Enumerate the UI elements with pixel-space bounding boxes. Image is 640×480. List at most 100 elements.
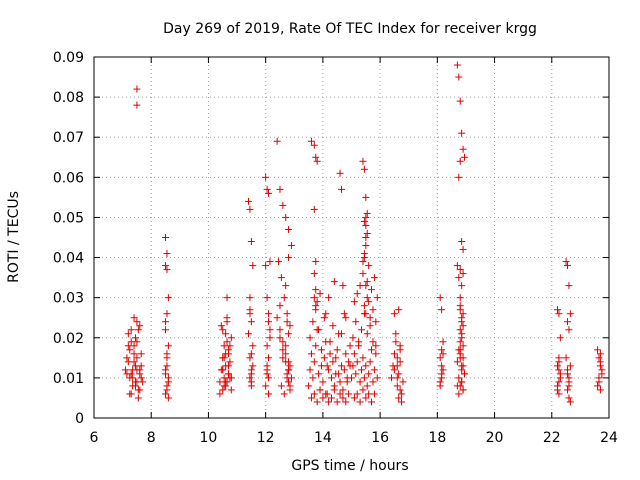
x-tick-label: 16 — [371, 430, 389, 446]
data-point — [275, 258, 283, 266]
data-point — [276, 334, 284, 342]
data-point — [555, 390, 563, 398]
data-point — [164, 378, 172, 386]
data-point — [164, 394, 172, 402]
data-point — [279, 354, 287, 362]
data-point — [310, 390, 318, 398]
data-point — [564, 318, 572, 326]
data-point — [362, 234, 370, 241]
data-point — [372, 342, 380, 350]
data-point — [339, 282, 347, 290]
data-point — [356, 398, 364, 406]
data-point — [309, 374, 317, 382]
y-tick-label: 0.06 — [53, 170, 84, 186]
data-point — [348, 374, 355, 382]
data-point — [265, 374, 273, 382]
data-point — [360, 302, 368, 310]
data-point — [345, 358, 353, 366]
data-point — [226, 342, 234, 350]
y-tick-label: 0.02 — [53, 331, 84, 347]
data-point — [137, 350, 145, 358]
data-point — [319, 378, 327, 386]
data-point — [227, 374, 235, 382]
data-point — [336, 378, 344, 386]
data-point — [393, 362, 401, 370]
data-point — [262, 382, 270, 390]
data-point — [598, 366, 606, 374]
data-point — [459, 310, 467, 318]
data-point — [396, 346, 404, 354]
data-point — [456, 266, 464, 274]
data-point — [362, 221, 370, 229]
data-point — [554, 306, 561, 314]
data-point — [337, 330, 345, 338]
data-point — [246, 374, 254, 382]
data-point — [356, 378, 364, 386]
data-point — [395, 306, 403, 314]
data-point — [363, 209, 371, 217]
data-point — [307, 137, 315, 145]
data-point — [362, 310, 370, 318]
data-point — [333, 346, 341, 354]
data-point — [596, 386, 604, 394]
data-point — [360, 250, 368, 258]
data-point — [393, 354, 401, 362]
data-point — [392, 338, 400, 346]
data-point — [363, 278, 371, 286]
data-points — [121, 61, 606, 406]
data-point — [456, 157, 464, 165]
data-point — [554, 362, 561, 370]
data-point — [322, 310, 330, 318]
data-point — [456, 294, 464, 302]
data-point — [436, 354, 444, 362]
data-point — [566, 362, 574, 370]
data-point — [273, 137, 281, 145]
data-point — [305, 382, 313, 390]
data-point — [456, 346, 464, 354]
data-point — [366, 322, 374, 330]
data-point — [565, 326, 573, 334]
data-point — [362, 362, 370, 370]
data-point — [390, 350, 398, 358]
data-point — [162, 370, 170, 378]
data-point — [129, 366, 137, 374]
data-point — [436, 378, 444, 386]
data-point — [312, 286, 320, 294]
data-point — [436, 294, 444, 302]
data-point — [456, 97, 464, 105]
data-point — [285, 330, 293, 338]
data-point — [363, 330, 371, 338]
data-point — [336, 390, 344, 398]
data-point — [555, 310, 563, 318]
data-point — [349, 334, 357, 342]
data-point — [339, 394, 347, 402]
data-point — [325, 294, 333, 302]
data-point — [282, 282, 290, 290]
data-point — [565, 382, 573, 390]
data-point — [279, 346, 287, 354]
data-point — [310, 141, 318, 149]
data-point — [458, 362, 466, 370]
data-point — [131, 334, 139, 342]
data-point — [345, 390, 353, 398]
data-point — [350, 298, 358, 306]
data-point — [346, 342, 354, 350]
data-point — [227, 386, 235, 394]
data-point — [555, 366, 563, 374]
data-point — [336, 169, 344, 177]
data-point — [455, 173, 463, 181]
data-point — [339, 386, 347, 394]
data-point — [363, 294, 371, 302]
data-point — [330, 278, 338, 286]
data-point — [127, 338, 135, 346]
data-point — [359, 270, 367, 278]
data-point — [556, 334, 564, 342]
data-point — [459, 246, 467, 254]
data-point — [282, 342, 290, 350]
data-point — [350, 394, 358, 402]
data-point — [455, 73, 463, 81]
data-point — [392, 330, 400, 338]
data-point — [320, 314, 328, 322]
data-point — [219, 366, 227, 374]
data-point — [162, 318, 170, 326]
